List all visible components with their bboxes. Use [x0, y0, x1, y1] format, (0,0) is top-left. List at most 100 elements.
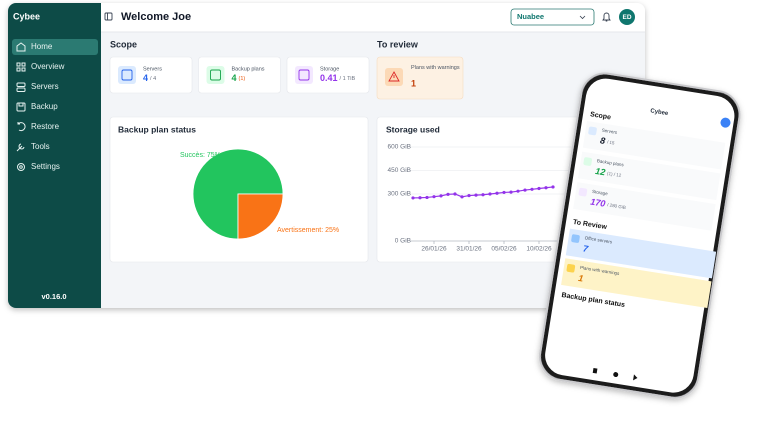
x-tick-label: 05/02/26	[491, 246, 517, 253]
data-point	[474, 193, 478, 197]
data-point	[460, 195, 464, 199]
data-point	[467, 193, 471, 198]
y-tick-label: 450 GiB	[388, 167, 412, 174]
card-label: Plans with warnings	[580, 265, 621, 276]
y-tick-label: 300 GiB	[388, 191, 412, 198]
card-icon-bg	[578, 187, 588, 197]
phone-card[interactable]	[573, 182, 716, 231]
avatar[interactable]	[619, 9, 635, 25]
detail: / 4	[150, 76, 156, 82]
data-point	[502, 190, 506, 195]
data-point	[411, 196, 415, 200]
detail: / 1 TiB	[340, 76, 356, 82]
card-icon-bg	[571, 234, 580, 243]
data-point	[439, 194, 443, 198]
nav-list: Home Overview Servers Backup Restore Tools Set…	[31, 42, 65, 171]
phone-review-card[interactable]	[561, 258, 712, 309]
panel-title: Backup plan status	[118, 124, 196, 134]
phone-brand: Cybee	[650, 108, 669, 117]
pie-slice	[237, 193, 284, 240]
phone-section: Scope	[590, 111, 612, 121]
data-point	[495, 191, 499, 195]
card-value: 0.41/ 1 TiB	[320, 73, 355, 83]
select-caret	[579, 15, 586, 20]
card-value: 7	[582, 243, 589, 254]
data-point	[523, 188, 527, 192]
card-icon	[210, 69, 221, 81]
phone-nav-recent[interactable]	[633, 374, 638, 381]
page-title: Welcome Joe	[121, 11, 191, 23]
pie-chart: Succès: 75% Avertissement: 25%	[180, 148, 339, 240]
data-point	[488, 192, 492, 196]
nav-item[interactable]: Overview	[31, 62, 65, 71]
card-value: 1	[578, 273, 585, 284]
data-point	[516, 189, 520, 193]
data-point	[453, 192, 457, 196]
detail: / 15	[607, 140, 616, 146]
card-label: Servers	[143, 66, 162, 72]
icon-restore	[17, 122, 26, 132]
card-value: 12(1) / 12	[595, 166, 623, 180]
org-name: Nuabee	[517, 12, 544, 21]
detail: (1)	[239, 76, 246, 82]
data-point	[509, 190, 513, 194]
card-value: 4/ 4	[143, 73, 156, 83]
value: 0.41	[320, 73, 338, 83]
card-label: Backup plans	[597, 158, 625, 167]
brand: Cybee	[13, 11, 40, 21]
section-title: To review	[377, 39, 419, 49]
nav-item[interactable]: Backup	[31, 102, 58, 111]
card-icon	[121, 69, 133, 81]
icon-overview	[16, 62, 26, 72]
data-point	[537, 186, 541, 191]
sidebar-toggle[interactable]	[104, 12, 113, 21]
panel-title: Storage used	[386, 124, 440, 134]
phone-nav-home[interactable]	[613, 372, 619, 378]
card-icon	[298, 69, 310, 81]
y-tick-label: 0 GiB	[395, 238, 411, 245]
review-card[interactable]	[376, 56, 464, 100]
card-value: 4 (1)	[232, 73, 246, 83]
nav-item[interactable]: Restore	[31, 122, 60, 131]
card-value: 8/ 15	[599, 136, 615, 148]
value: 12	[595, 166, 606, 177]
icon-tools	[16, 143, 25, 152]
data-point	[481, 193, 485, 197]
phone-card[interactable]	[582, 120, 726, 170]
icon-backup	[16, 102, 26, 112]
card-label: Storage	[320, 66, 339, 72]
data-point	[418, 196, 422, 200]
icon-servers	[16, 82, 26, 92]
nav-item[interactable]: Servers	[31, 82, 59, 91]
card-label: Storage	[592, 189, 609, 196]
y-tick-label: 600 GiB	[388, 144, 412, 151]
detail: (1) / 12	[607, 171, 622, 178]
x-tick-label: 10/02/26	[526, 246, 552, 253]
card-label: Plans with warnings	[411, 65, 460, 71]
pie-slice	[192, 148, 284, 240]
version: v0.16.0	[41, 292, 66, 301]
org-select[interactable]	[510, 8, 595, 26]
desktop-window: Cybee Home Overview Servers Backup Restore To…	[8, 3, 645, 308]
data-point	[544, 186, 548, 190]
phone-avatar	[720, 117, 731, 128]
x-tick-label: 31/01/26	[456, 246, 482, 253]
icon-settings	[17, 163, 25, 171]
nav-item[interactable]: Tools	[31, 142, 50, 151]
detail: / 280 GiB	[607, 202, 626, 210]
phone-review-card[interactable]	[565, 228, 717, 279]
data-point	[446, 192, 450, 196]
value: 8	[599, 136, 606, 147]
card-label: Servers	[601, 128, 618, 135]
nav-selected	[12, 39, 98, 55]
value: 170	[590, 197, 606, 209]
slice-label: Succès: 75%	[180, 152, 221, 159]
nav-item[interactable]: Home	[31, 42, 53, 51]
phone-card[interactable]	[577, 151, 721, 201]
notifications[interactable]	[602, 12, 611, 22]
phone-nav-back[interactable]	[592, 367, 598, 374]
nav-item[interactable]: Settings	[31, 162, 60, 171]
